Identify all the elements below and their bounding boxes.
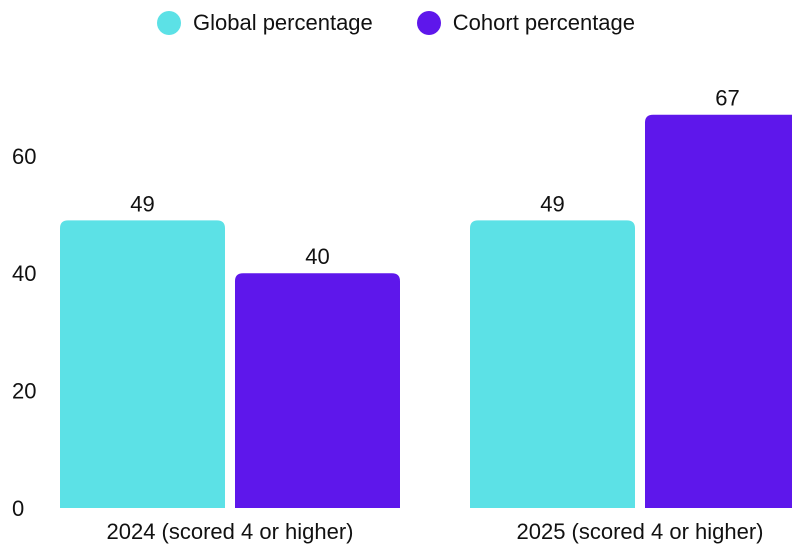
legend-label-cohort: Cohort percentage bbox=[452, 10, 636, 35]
data-labels: 49 40 49 67 bbox=[130, 86, 739, 269]
y-tick-label-20: 20 bbox=[12, 379, 36, 404]
y-tick-label-40: 40 bbox=[12, 261, 36, 286]
data-label-global-1: 49 bbox=[540, 191, 564, 216]
y-tick-label-60: 60 bbox=[12, 144, 36, 169]
bar-global-0 bbox=[60, 220, 225, 508]
x-axis-ticks: 2024 (scored 4 or higher) 2025 (scored 4 … bbox=[106, 519, 763, 544]
x-tick-label-1: 2025 (scored 4 or higher) bbox=[516, 519, 763, 544]
data-label-global-0: 49 bbox=[130, 191, 154, 216]
y-tick-label-0: 0 bbox=[12, 496, 24, 521]
bar-cohort-1 bbox=[645, 114, 792, 508]
legend-label-global: Global percentage bbox=[192, 10, 373, 35]
data-label-cohort-0: 40 bbox=[305, 244, 329, 269]
y-axis-ticks: 0 20 40 60 bbox=[12, 144, 36, 521]
data-label-cohort-1: 67 bbox=[715, 86, 739, 111]
legend-swatch-global bbox=[156, 11, 181, 35]
x-tick-label-0: 2024 (scored 4 or higher) bbox=[106, 519, 353, 544]
legend: Global percentage Cohort percentage bbox=[0, 8, 792, 38]
bars bbox=[60, 114, 792, 508]
bar-global-1 bbox=[470, 220, 635, 508]
bar-cohort-0 bbox=[235, 273, 400, 508]
legend-swatch-cohort bbox=[416, 11, 441, 35]
legend-item-cohort: Cohort percentage bbox=[416, 10, 636, 36]
legend-item-global: Global percentage bbox=[156, 10, 373, 36]
